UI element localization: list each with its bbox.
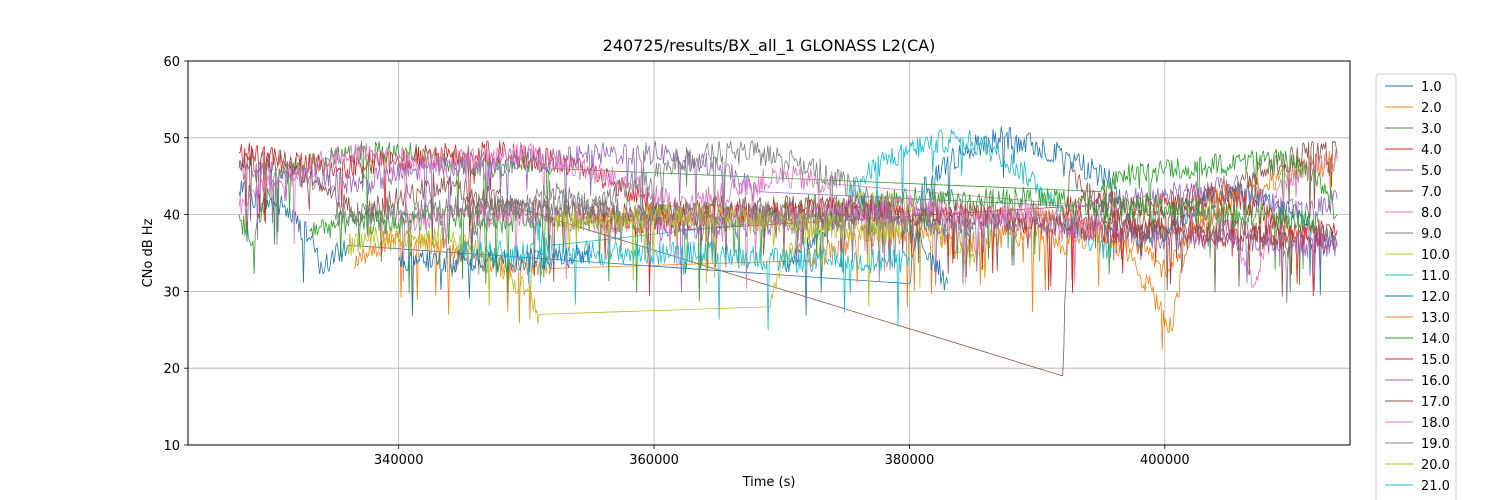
series-line-6: [238, 142, 1338, 288]
legend-entry: 16.0: [1421, 374, 1450, 389]
legend-entry: 7.0: [1421, 185, 1442, 200]
x-tick-label: 360000: [629, 453, 679, 468]
y-tick-label: 10: [163, 439, 180, 454]
legend-entry: 11.0: [1421, 269, 1450, 284]
legend-entry: 4.0: [1421, 143, 1442, 158]
legend-frame: [1375, 73, 1457, 500]
series-line-1: [353, 148, 1338, 324]
x-tick-label: 380000: [885, 453, 935, 468]
legend-entry: 8.0: [1421, 206, 1442, 221]
y-axis-label: CNo dB Hz: [141, 218, 156, 287]
series-layer: [238, 126, 1338, 377]
series-line-5: [238, 140, 1338, 377]
chart-title: 240725/results/BX_all_1 GLONASS L2(CA): [603, 36, 936, 56]
series-line-9: [526, 129, 1115, 284]
legend-entry: 5.0: [1421, 164, 1442, 179]
y-tick-label: 60: [163, 55, 180, 70]
legend-entry: 12.0: [1421, 290, 1450, 305]
legend-entry: 21.0: [1421, 479, 1450, 494]
legend-entry: 14.0: [1421, 332, 1450, 347]
x-tick-label: 340000: [374, 453, 424, 468]
legend-entry: 19.0: [1421, 437, 1450, 452]
legend-entry: 17.0: [1421, 395, 1450, 410]
legend-entry: 20.0: [1421, 458, 1450, 473]
y-axis: 10 20 30 40 50 60: [163, 55, 188, 454]
y-tick-label: 20: [163, 362, 180, 377]
x-axis: 340000 360000 380000 400000: [374, 445, 1190, 468]
legend-entry: 13.0: [1421, 311, 1450, 326]
plot-frame: [187, 60, 1351, 446]
x-tick-label: 400000: [1140, 453, 1190, 468]
legend-entry: 15.0: [1421, 353, 1450, 368]
x-axis-label: Time (s): [742, 475, 796, 490]
legend-entry: 3.0: [1421, 122, 1442, 137]
legend: 1.0 2.0 3.0 4.0 5.0 7.0 8.0 9.0 10.0 11.0 12.0 13.0…: [1375, 73, 1457, 500]
y-tick-label: 30: [163, 285, 180, 300]
legend-entry: 9.0: [1421, 227, 1442, 242]
series-line-20: [398, 242, 591, 317]
series-line-19: [462, 240, 910, 331]
legend-entry: 10.0: [1421, 248, 1450, 263]
legend-entry: 18.0: [1421, 416, 1450, 431]
y-tick-label: 40: [163, 209, 180, 224]
series-line-18: [551, 202, 910, 307]
y-tick-label: 50: [163, 132, 180, 147]
legend-entry: 2.0: [1421, 101, 1442, 116]
legend-entry: 1.0: [1421, 80, 1442, 95]
